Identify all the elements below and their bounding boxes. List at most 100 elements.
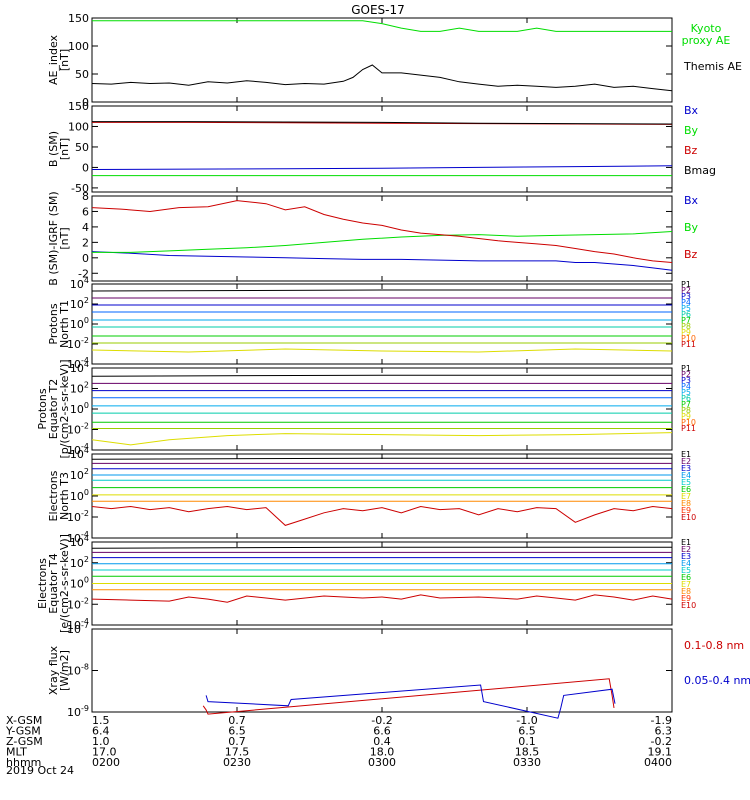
y-axis-label: B (SM)-IGRF (SM) (47, 191, 60, 285)
x-row-value: 18.0 (370, 746, 395, 759)
x-row-value: 19.1 (648, 746, 673, 759)
y-tick-label: 100 (70, 401, 89, 416)
legend-entry: P7 (681, 400, 691, 409)
y-tick-label: 0 (82, 252, 89, 265)
y-tick-label: 8 (82, 190, 89, 203)
y-tick-label: 4 (82, 221, 89, 234)
panel-frame (91, 453, 673, 539)
y-axis-label: Electrons (36, 558, 49, 609)
legend-entry: E10 (681, 601, 696, 610)
y-tick-label: 104 (70, 534, 89, 549)
y-tick-label: 50 (75, 68, 89, 81)
x-row-label: hhmm (6, 756, 41, 769)
y-axis-label: [W/m2] (58, 650, 71, 691)
legend-entry: P10 (681, 334, 696, 343)
y-tick-label: -50 (71, 182, 89, 195)
x-row-label: Z-GSM (6, 735, 43, 748)
x-row-value: 17.5 (225, 746, 250, 759)
series-line-e10 (91, 505, 673, 526)
series-line-0.1-0.8-nm (202, 678, 615, 715)
legend-entry: E8 (681, 499, 691, 508)
legend-entry: P10 (681, 418, 696, 427)
legend-entry: E8 (681, 587, 691, 596)
legend-entry: Bz (684, 248, 698, 261)
y-tick-label: 10-9 (67, 704, 89, 719)
legend-entry: P2 (681, 286, 691, 295)
legend-entry: E6 (681, 573, 691, 582)
legend-entry: 0.1-0.8 nm (684, 639, 744, 652)
legend-entry: E5 (681, 478, 691, 487)
panel-bsm: -50 0 50 100 150 B (SM)[nT] Bx By Bz Bmag (47, 100, 716, 195)
y-tick-label: 102 (70, 467, 89, 482)
legend-entry: By (684, 124, 699, 137)
panel-bigrf: -2 0 2 4 6 8 B (SM)-IGRF (SM)[nT] Bx By Bz (47, 190, 699, 286)
series-line-p9 (91, 432, 673, 446)
series-line-by (92, 231, 673, 253)
legend-entry: E2 (681, 457, 691, 466)
y-axis-label: Equator T4 (47, 553, 60, 613)
legend-entry: Bx (684, 194, 699, 207)
x-row-value: 6.3 (655, 725, 673, 738)
y-tick-label: 6 (82, 205, 89, 218)
legend-entry: E1 (681, 538, 691, 547)
legend-entry: Bx (684, 104, 699, 117)
x-row-value: 1.0 (92, 735, 110, 748)
y-axis-label: [e/(cm2-s-sr-keV)] (58, 534, 71, 633)
legend-entry: E7 (681, 580, 691, 589)
y-tick-label: 100 (68, 120, 89, 133)
y-axis-label: [nT] (58, 49, 71, 71)
y-tick-label: -2 (78, 267, 89, 280)
y-tick-label: 104 (70, 276, 89, 291)
x-row-value: 0200 (92, 756, 120, 769)
legend-entry: E9 (681, 506, 691, 515)
panel-frame (91, 367, 673, 451)
x-row-value: -1.9 (651, 714, 672, 727)
x-row-value: -1.0 (516, 714, 537, 727)
x-row-value: 0230 (223, 756, 251, 769)
legend-entry: P4 (681, 382, 691, 391)
x-row-value: 17.0 (92, 746, 117, 759)
legend-entry: By (684, 221, 699, 234)
legend-entry: P9 (681, 328, 691, 337)
y-axis-label: Protons (36, 388, 49, 429)
legend-entry: E2 (681, 545, 691, 554)
x-row-value: 0.1 (518, 735, 536, 748)
panel-frame (91, 17, 673, 103)
series-line-p1 (91, 289, 672, 292)
legend-entry: P4 (681, 298, 691, 307)
panel-frame (91, 105, 673, 193)
y-tick-label: 0 (82, 161, 89, 174)
series-line-e1 (91, 546, 672, 549)
legend-entry: P9 (681, 412, 691, 421)
legend-entry: P6 (681, 394, 691, 403)
x-row-label: X-GSM (6, 714, 42, 727)
legend-entry: Kyoto proxy AE (682, 22, 731, 47)
series-line-kyoto-proxy-ae (92, 20, 672, 32)
y-axis-label: B (SM) (47, 131, 60, 167)
legend-entry: E4 (681, 471, 691, 480)
legend-entry: P8 (681, 406, 691, 415)
legend-entry: P1 (681, 280, 691, 289)
y-tick-label: 104 (70, 446, 89, 461)
legend-entry: Themis AE (683, 60, 742, 73)
y-tick-label: 100 (70, 576, 89, 591)
y-tick-label: 150 (68, 12, 89, 25)
x-row-value: 6.5 (228, 725, 246, 738)
legend-entry: P8 (681, 322, 691, 331)
x-row-label: MLT (6, 746, 27, 759)
legend-entry: P7 (681, 316, 691, 325)
x-row-value: 6.5 (518, 725, 536, 738)
panel-ae: 0 50 100 150 AE_index[nT] Kyoto proxy AE Themis… (47, 12, 742, 109)
y-axis-label: Equator T2 (47, 379, 60, 439)
x-row-value: -0.2 (371, 714, 392, 727)
x-row-value: 0330 (513, 756, 541, 769)
x-row-value: 18.5 (515, 746, 540, 759)
legend-entry: P11 (681, 340, 696, 349)
y-axis-label: AE_index (47, 34, 60, 85)
y-tick-label: 102 (70, 381, 89, 396)
plot-title: GOES-17 (351, 3, 405, 17)
legend-entry: E6 (681, 485, 691, 494)
y-tick-label: 100 (68, 40, 89, 53)
series-line-bmag (92, 121, 673, 125)
